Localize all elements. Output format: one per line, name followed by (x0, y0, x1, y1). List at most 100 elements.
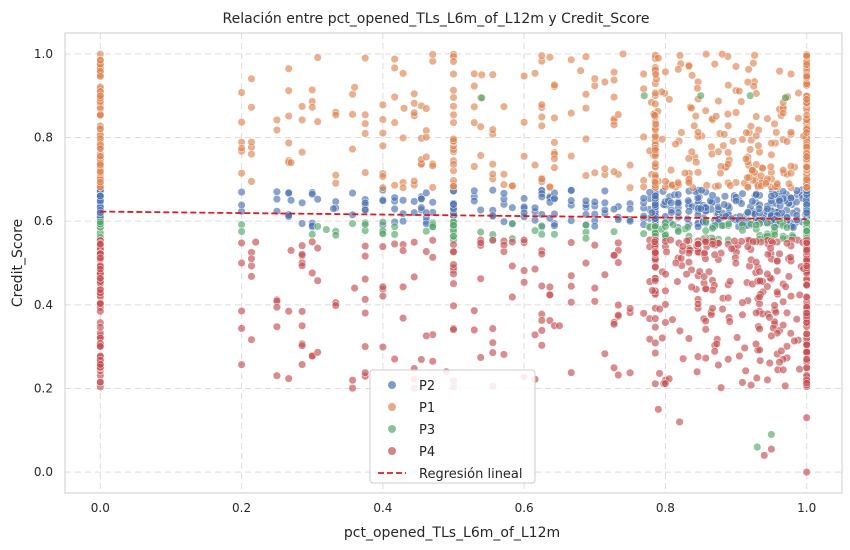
series-P1 (97, 50, 811, 191)
scatter-point (737, 98, 745, 106)
scatter-point (685, 179, 693, 187)
scatter-point (732, 109, 740, 117)
scatter-point (752, 340, 760, 348)
scatter-point (688, 148, 696, 156)
scatter-point (509, 262, 517, 270)
scatter-point (379, 343, 387, 351)
scatter-point (764, 270, 772, 278)
scatter-point (711, 348, 719, 356)
scatter-point (803, 129, 811, 137)
scatter-point (744, 208, 752, 216)
scatter-point (477, 275, 485, 283)
scatter-point (450, 86, 458, 94)
scatter-point (768, 139, 776, 147)
scatter-point (582, 197, 590, 205)
legend-marker (388, 381, 396, 389)
scatter-point (674, 179, 682, 187)
scatter-point (725, 81, 733, 89)
scatter-point (724, 110, 732, 118)
scatter-point (756, 293, 764, 301)
scatter-point (787, 292, 795, 300)
scatter-point (97, 361, 105, 369)
scatter-point (298, 262, 306, 270)
scatter-point (567, 272, 575, 280)
scatter-point (591, 284, 599, 292)
scatter-point (724, 149, 732, 157)
scatter-point (567, 152, 575, 160)
scatter-point (248, 255, 256, 263)
scatter-point (672, 140, 680, 148)
scatter-point (685, 335, 693, 343)
scatter-point (720, 142, 728, 150)
scatter-point (567, 282, 575, 290)
scatter-point (726, 182, 734, 190)
scatter-point (667, 199, 675, 207)
scatter-point (703, 181, 711, 189)
scatter-point (391, 64, 399, 72)
scatter-point (450, 201, 458, 209)
scatter-point (640, 133, 648, 141)
scatter-point (783, 138, 791, 146)
scatter-point (773, 180, 781, 188)
scatter-point (731, 237, 739, 245)
scatter-point (626, 205, 634, 213)
scatter-point (601, 271, 609, 279)
scatter-point (709, 192, 717, 200)
scatter-point (489, 126, 497, 134)
scatter-point (429, 223, 437, 231)
scatter-point (652, 146, 660, 154)
scatter-point (489, 160, 497, 168)
scatter-point (764, 205, 772, 213)
scatter-point (651, 238, 659, 246)
scatter-point (582, 135, 590, 143)
scatter-point (779, 109, 787, 117)
scatter-point (718, 50, 726, 58)
scatter-point (97, 125, 105, 133)
scatter-point (688, 72, 696, 80)
scatter-point (773, 288, 781, 296)
scatter-point (399, 134, 407, 142)
scatter-point (672, 259, 680, 267)
scatter-point (651, 112, 659, 120)
scatter-point (538, 231, 546, 239)
scatter-point (97, 307, 105, 315)
scatter-point (531, 161, 539, 169)
scatter-point (779, 166, 787, 174)
scatter-point (655, 406, 663, 414)
scatter-point (429, 184, 437, 192)
scatter-point (500, 170, 508, 178)
scatter-point (795, 89, 803, 97)
scatter-point (787, 254, 795, 262)
scatter-point (739, 311, 747, 319)
scatter-point (538, 122, 546, 130)
scatter-point (658, 135, 666, 143)
scatter-point (776, 197, 784, 205)
scatter-point (764, 376, 772, 384)
scatter-point (314, 349, 322, 357)
scatter-point (285, 307, 293, 315)
scatter-point (685, 249, 693, 257)
scatter-point (298, 308, 306, 316)
scatter-point (783, 239, 791, 247)
scatter-point (248, 138, 256, 146)
scatter-point (803, 341, 811, 349)
scatter-point (489, 170, 497, 178)
scatter-point (97, 145, 105, 153)
scatter-point (702, 50, 710, 58)
scatter-point (756, 300, 764, 308)
scatter-point (238, 118, 246, 126)
scatter-point (285, 139, 293, 147)
scatter-point (470, 197, 478, 205)
scatter-point (298, 361, 306, 369)
scatter-point (679, 243, 687, 251)
scatter-point (298, 342, 306, 350)
scatter-point (772, 309, 780, 317)
scatter-point (567, 187, 575, 195)
scatter-point (349, 189, 357, 197)
scatter-point (351, 284, 359, 292)
scatter-point (662, 319, 670, 327)
scatter-point (477, 228, 485, 236)
scatter-point (410, 238, 418, 246)
scatter-point (391, 205, 399, 213)
scatter-point (692, 158, 700, 166)
